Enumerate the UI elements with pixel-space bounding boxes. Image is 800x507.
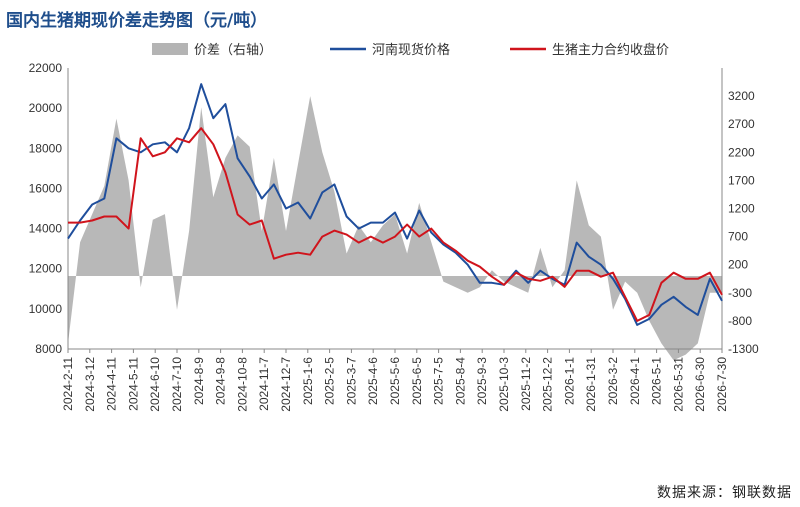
right-tick-label: 1700: [728, 173, 755, 187]
x-tick-label: 2024-11-7: [257, 357, 271, 411]
chart-legend: 价差（右轴） 河南现货价格 生猪主力合约收盘价: [152, 42, 669, 58]
right-tick-label: 200: [728, 258, 748, 272]
x-tick-label: 2024-10-8: [235, 357, 249, 412]
x-tick-label: 2026-5-31: [671, 357, 685, 412]
right-tick-label: -800: [728, 314, 752, 328]
x-tick-label: 2026-5-1: [650, 357, 664, 405]
x-tick-label: 2026-1-31: [584, 357, 598, 412]
page-title: 国内生猪期现价差走势图（元/吨）: [6, 11, 268, 31]
x-tick-label: 2025-8-4: [453, 357, 467, 405]
legend-swatch-area: [152, 43, 188, 55]
x-tick-label: 2026-6-30: [693, 357, 707, 412]
x-tick-label: 2026-1-1: [562, 357, 576, 405]
x-tick-label: 2024-8-9: [192, 357, 206, 405]
x-tick-label: 2024-12-7: [279, 357, 293, 412]
x-tick-label: 2026-3-2: [606, 357, 620, 405]
left-tick-label: 10000: [29, 302, 63, 316]
x-tick-label: 2024-6-10: [148, 357, 162, 412]
legend-label: 价差（右轴）: [194, 43, 272, 58]
x-tick-label: 2024-3-12: [83, 357, 97, 412]
chart-axes: 8000 10000 12000 14000 16000 18000 20000 22000 -…: [29, 61, 759, 412]
right-tick-label: -1300: [728, 342, 759, 356]
left-tick-label: 8000: [35, 342, 62, 356]
right-tick-label: -300: [728, 286, 752, 300]
left-tick-label: 16000: [29, 181, 63, 195]
right-tick-label: 2200: [728, 145, 755, 159]
series-line-spot: [67, 83, 723, 326]
x-tick-label: 2025-2-5: [323, 357, 337, 405]
spread-area-path: [68, 96, 722, 361]
x-tick-label: 2024-5-11: [126, 357, 140, 411]
left-tick-label: 22000: [29, 61, 63, 75]
right-tick-label: 1200: [728, 202, 755, 216]
x-tick-label: 2025-6-5: [410, 357, 424, 405]
x-tick-label: 2025-11-2: [519, 357, 533, 411]
left-tick-label: 20000: [29, 101, 63, 115]
price-lines: [67, 83, 723, 326]
x-tick-label: 2024-9-8: [214, 357, 228, 405]
price-spread-chart: 价差（右轴） 河南现货价格 生猪主力合约收盘价 8000 10000 12000 1400…: [29, 42, 759, 412]
x-tick-label: 2026-7-30: [715, 357, 729, 412]
legend-label: 河南现货价格: [372, 42, 450, 58]
x-tick-label: 2025-5-6: [388, 357, 402, 405]
right-tick-label: 3200: [728, 89, 755, 103]
spread-area-series: [68, 96, 722, 361]
x-tick-label: 2024-7-10: [170, 357, 184, 412]
x-tick-label: 2024-4-11: [105, 357, 119, 411]
x-tick-label: 2025-9-3: [475, 357, 489, 405]
x-tick-label: 2025-4-6: [366, 357, 380, 405]
x-tick-label: 2026-4-1: [628, 357, 642, 405]
left-tick-label: 12000: [29, 262, 63, 276]
data-source-note: 数据来源：钢联数据: [657, 485, 792, 501]
right-tick-label: 2700: [728, 117, 755, 131]
x-tick-label: 2025-12-2: [541, 357, 555, 412]
series-line-futures: [68, 127, 723, 322]
left-tick-label: 18000: [29, 141, 63, 155]
x-tick-label: 2025-7-5: [432, 357, 446, 405]
right-tick-label: 700: [728, 230, 748, 244]
x-tick-label: 2025-3-7: [344, 357, 358, 405]
left-tick-label: 14000: [29, 222, 63, 236]
legend-label: 生猪主力合约收盘价: [552, 42, 669, 58]
x-tick-label: 2025-1-6: [301, 357, 315, 405]
x-tick-label: 2025-10-3: [497, 357, 511, 412]
x-tick-label: 2024-2-11: [61, 357, 75, 411]
